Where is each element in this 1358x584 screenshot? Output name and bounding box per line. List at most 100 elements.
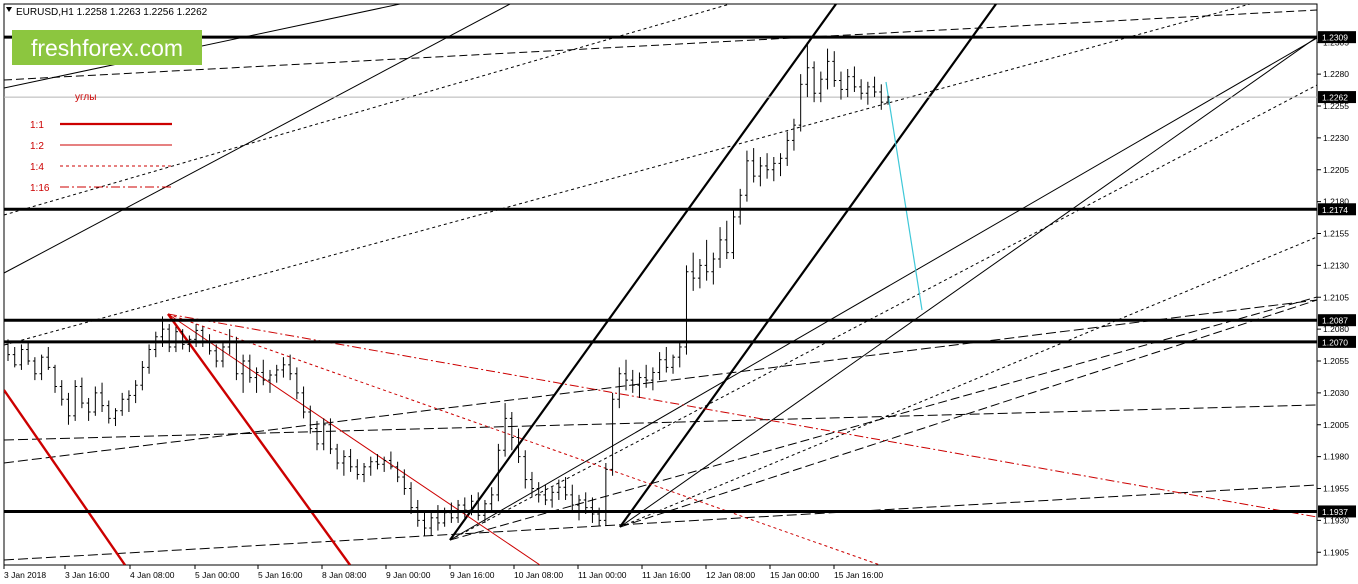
candle — [785, 131, 790, 166]
x-tick-label: 3 Jan 16:00 — [65, 570, 110, 580]
candle — [731, 208, 736, 259]
candle — [529, 471, 534, 498]
candle — [86, 397, 91, 421]
candle — [751, 148, 756, 183]
candle — [852, 66, 857, 92]
candle — [133, 380, 138, 404]
fan-line-1-16 — [619, 299, 1317, 528]
candle — [435, 505, 440, 531]
x-tick-label: 9 Jan 16:00 — [450, 570, 495, 580]
candle — [449, 502, 454, 523]
brand-name: freshforex.com — [31, 35, 183, 61]
candle — [684, 265, 689, 355]
candle — [106, 400, 111, 424]
candle — [859, 79, 864, 100]
candle — [315, 420, 320, 451]
y-tick-label: 1.2230 — [1323, 133, 1349, 143]
red-fan-1-1 — [4, 389, 126, 565]
candle — [704, 239, 709, 281]
candle — [220, 341, 225, 368]
candle — [469, 494, 474, 516]
candle — [812, 61, 817, 103]
candle — [66, 392, 71, 425]
y-tick-label: 1.2005 — [1323, 420, 1349, 430]
candle — [375, 454, 380, 470]
candle — [832, 51, 837, 87]
candle — [227, 329, 232, 355]
trend-line — [4, 4, 511, 274]
candle — [53, 364, 58, 393]
candle — [711, 252, 716, 285]
candle — [744, 150, 749, 202]
candle — [838, 71, 843, 100]
price-tag — [1318, 335, 1356, 348]
candle — [26, 341, 31, 365]
candle — [173, 326, 178, 353]
price-tag-label: 1.2070 — [1322, 337, 1348, 347]
y-tick-label: 1.2205 — [1323, 165, 1349, 175]
candle — [583, 492, 588, 514]
fan-line-1-2 — [449, 37, 1317, 541]
candle — [241, 354, 246, 393]
y-tick-label: 1.2155 — [1323, 229, 1349, 239]
fan-line-1-2 — [619, 36, 1317, 528]
candle — [778, 153, 783, 177]
y-tick-label: 1.1905 — [1323, 547, 1349, 557]
angles-legend: углы 1:1 1:2 1:4 1:16 — [30, 92, 172, 194]
candle — [93, 386, 98, 416]
candle — [865, 81, 870, 105]
candle — [442, 507, 447, 527]
candle — [590, 497, 595, 523]
candle — [429, 512, 434, 536]
candle — [758, 157, 763, 187]
brand-background — [12, 30, 202, 65]
trend-line — [4, 4, 731, 216]
fan-line-1-16 — [449, 296, 1317, 541]
x-tick-label: 4 Jan 08:00 — [130, 570, 175, 580]
candle — [657, 352, 662, 381]
candle — [570, 484, 575, 511]
price-tag-label: 1.2309 — [1322, 33, 1348, 43]
candle — [335, 443, 340, 470]
x-tick-label: 9 Jan 00:00 — [386, 570, 431, 580]
trend-line — [4, 404, 1317, 441]
candle — [765, 153, 770, 179]
candle — [872, 76, 877, 98]
candle — [818, 71, 823, 103]
plot-frame — [3, 3, 1318, 566]
candle — [879, 84, 884, 110]
candle — [39, 354, 44, 381]
y-tick-label: 1.1955 — [1323, 484, 1349, 494]
candle — [845, 69, 850, 98]
candle — [126, 390, 131, 412]
candle — [644, 364, 649, 388]
candle — [113, 408, 118, 427]
candle — [556, 479, 561, 500]
candle — [160, 316, 165, 347]
red-fan-1-16 — [167, 313, 1317, 518]
candle — [19, 344, 24, 370]
candle — [509, 412, 514, 451]
candle — [650, 367, 655, 391]
candle — [691, 252, 696, 291]
red-fan-1-2 — [167, 313, 541, 565]
candle — [738, 188, 743, 225]
candle — [523, 450, 528, 489]
candle — [677, 341, 682, 368]
legend-label: 1:16 — [30, 183, 50, 194]
candle — [362, 463, 367, 483]
triangle-down-icon[interactable] — [6, 7, 12, 12]
candle — [503, 403, 508, 457]
x-tick-label: 11 Jan 16:00 — [642, 570, 691, 580]
candle — [617, 367, 622, 409]
y-tick-label: 1.2080 — [1323, 324, 1349, 334]
price-tag — [1318, 203, 1356, 216]
drawing-objects — [4, 4, 1317, 565]
candle — [180, 329, 185, 350]
candle — [308, 405, 313, 434]
y-tick-label: 1.2105 — [1323, 292, 1349, 302]
x-tick-label: 5 Jan 00:00 — [195, 570, 240, 580]
brand-logo: freshforex.com — [12, 30, 202, 65]
